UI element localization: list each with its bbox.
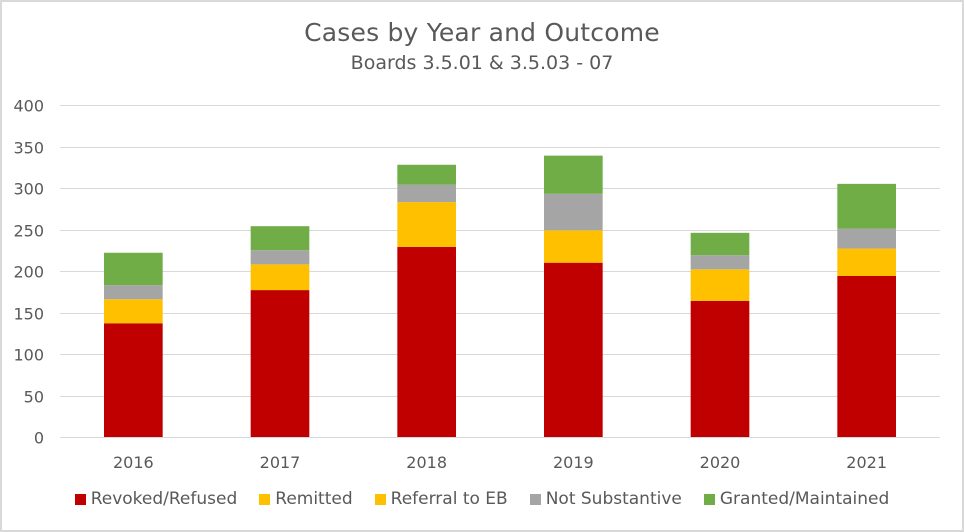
legend-label: Granted/Maintained	[719, 489, 890, 509]
bar-segment-not-substantive-2018	[397, 184, 456, 203]
y-tick-label: 100	[13, 346, 44, 365]
x-tick-label: 2017	[260, 453, 301, 472]
bar-segment-revoked-refused-2020	[690, 300, 750, 437]
bars	[104, 155, 896, 437]
x-axis-ticks: 2016 2017 2018 2019 2020 2021	[113, 453, 887, 472]
bar-segment-remitted-2019	[544, 230, 603, 263]
legend-label: Remitted	[275, 489, 353, 509]
legend-label: Referral to EB	[390, 489, 508, 509]
bar-segment-not-substantive-2021	[837, 228, 896, 249]
legend-item: Remitted	[259, 489, 353, 509]
x-tick-label: 2016	[113, 453, 154, 472]
bar-segment-granted-maintained-2020	[690, 232, 750, 256]
legend-swatch	[703, 493, 715, 505]
legend-swatch	[529, 493, 541, 505]
x-tick-label: 2021	[846, 453, 887, 472]
legend-item: Revoked/Refused	[74, 489, 238, 509]
legend-swatch	[374, 493, 386, 505]
chart-subtitle: Boards 3.5.01 & 3.5.03 - 07	[350, 52, 614, 74]
legend-swatch	[74, 493, 86, 505]
bar-segment-granted-maintained-2021	[837, 183, 896, 229]
bar-segment-granted-maintained-2018	[397, 164, 456, 185]
legend-item: Referral to EB	[374, 489, 508, 509]
bar-segment-remitted-2018	[397, 202, 456, 247]
legend-item: Granted/Maintained	[703, 489, 890, 509]
bar-segment-revoked-refused-2018	[397, 246, 456, 437]
bar-segment-remitted-2017	[250, 264, 310, 291]
bar-segment-remitted-2021	[837, 248, 896, 276]
bar-segment-not-substantive-2019	[544, 193, 603, 231]
y-axis-ticks: 0 50 100 150 200 250 300 350 400	[13, 97, 44, 448]
legend-swatch	[259, 493, 271, 505]
y-tick-label: 50	[24, 388, 44, 407]
bar-segment-remitted-2020	[690, 269, 750, 301]
bar-segment-remitted-2016	[104, 299, 163, 324]
bar-segment-granted-maintained-2016	[104, 252, 163, 286]
bar-segment-revoked-refused-2017	[250, 290, 310, 437]
y-tick-label: 350	[13, 139, 44, 158]
y-tick-label: 150	[13, 305, 44, 324]
legend: Revoked/Refused Remitted Referral to EB Not…	[0, 489, 964, 509]
gridlines	[60, 105, 940, 438]
bar-segment-revoked-refused-2019	[544, 262, 603, 437]
y-tick-label: 400	[13, 97, 44, 116]
y-tick-label: 250	[13, 222, 44, 241]
bar-segment-not-substantive-2020	[690, 255, 750, 270]
bar-segment-revoked-refused-2016	[104, 323, 163, 437]
bar-segment-not-substantive-2017	[250, 250, 310, 265]
x-tick-label: 2020	[700, 453, 741, 472]
legend-item: Not Substantive	[529, 489, 682, 509]
legend-label: Not Substantive	[545, 489, 682, 509]
y-tick-label: 300	[13, 180, 44, 199]
bar-segment-granted-maintained-2019	[544, 155, 603, 194]
chart-title: Cases by Year and Outcome	[304, 18, 660, 47]
bar-segment-not-substantive-2016	[104, 285, 163, 300]
bar-segment-granted-maintained-2017	[250, 226, 310, 251]
x-tick-label: 2018	[406, 453, 447, 472]
y-tick-label: 0	[34, 429, 44, 448]
y-tick-label: 200	[13, 263, 44, 282]
bar-segment-revoked-refused-2021	[837, 275, 896, 437]
x-tick-label: 2019	[553, 453, 594, 472]
legend-label: Revoked/Refused	[90, 489, 238, 509]
